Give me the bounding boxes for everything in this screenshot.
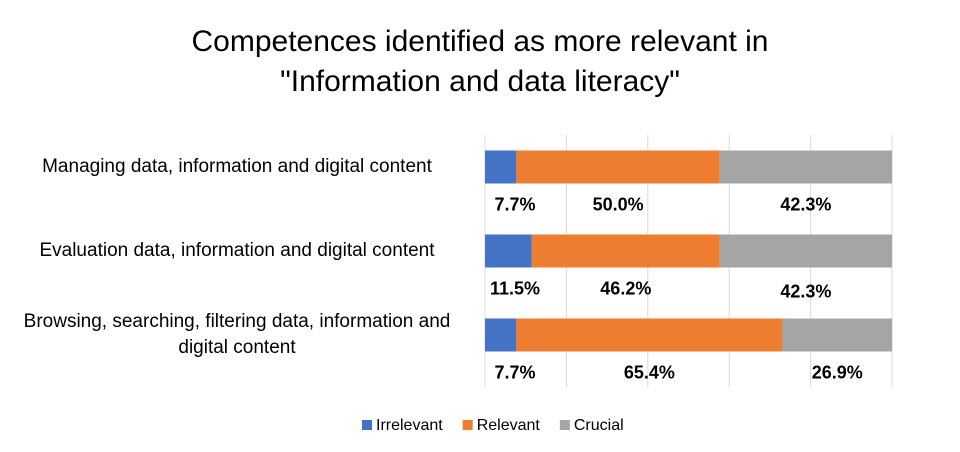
bar-segment [782, 318, 892, 352]
legend-label: Irrelevant [376, 417, 443, 434]
bar-segment [485, 234, 532, 268]
value-label: 42.3% [780, 281, 831, 301]
bar-segment [719, 150, 892, 184]
bar-segment [719, 234, 892, 268]
value-label: 26.9% [812, 362, 863, 382]
value-label: 50.0% [593, 194, 644, 214]
chart-title: Competences identified as more relevant … [191, 25, 769, 98]
category-label: Managing data, information and digital c… [42, 156, 432, 177]
legend-swatch [559, 420, 570, 430]
legend-swatch [462, 420, 473, 430]
legend-label: Crucial [574, 417, 624, 434]
category-label: Evaluation data, information and digital… [39, 240, 435, 261]
value-label: 65.4% [624, 362, 675, 382]
legend-label: Relevant [477, 417, 541, 434]
bar-segment [485, 318, 517, 352]
bar-segment [516, 318, 783, 352]
bar-segment [531, 234, 720, 268]
value-label: 7.7% [494, 194, 535, 214]
bar-segment [485, 150, 517, 184]
category-label: Browsing, searching, filtering data, inf… [23, 311, 451, 358]
value-label: 46.2% [600, 278, 651, 298]
legend-swatch [362, 420, 372, 430]
bar-segment [516, 150, 720, 184]
value-label: 42.3% [780, 194, 831, 214]
value-label: 11.5% [490, 278, 540, 298]
value-label: 7.7% [494, 362, 535, 382]
